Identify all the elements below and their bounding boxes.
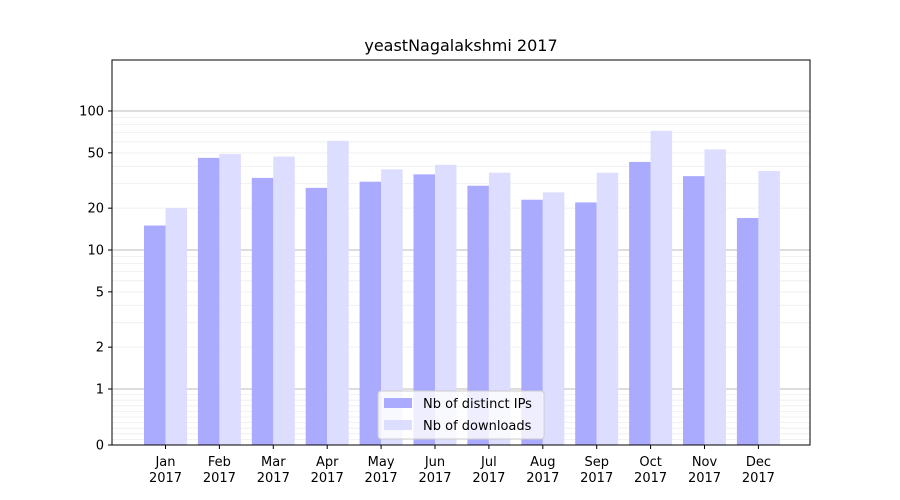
bar-downloads <box>327 140 349 445</box>
x-tick-label-month: Sep <box>584 455 609 470</box>
legend-label-distinct-ips: Nb of distinct IPs <box>423 397 532 412</box>
x-tick-label-month: Feb <box>208 455 231 470</box>
x-tick-label-year: 2017 <box>418 471 451 486</box>
bar-distinct-ips <box>144 225 166 445</box>
x-tick-label-year: 2017 <box>311 471 344 486</box>
x-tick-label-year: 2017 <box>634 471 667 486</box>
chart-title: yeastNagalakshmi 2017 <box>364 36 557 55</box>
bar-distinct-ips <box>305 187 328 445</box>
x-tick-label-year: 2017 <box>472 471 505 486</box>
x-tick-label-year: 2017 <box>742 471 775 486</box>
bars <box>144 130 780 446</box>
x-axis: Jan2017Feb2017Mar2017Apr2017May2017Jun20… <box>149 445 775 486</box>
bar-downloads <box>273 156 295 445</box>
bar-downloads <box>435 164 457 445</box>
y-tick-label: 0 <box>96 439 104 454</box>
x-tick-label-month: Jun <box>424 455 445 470</box>
x-tick-label-month: May <box>368 455 395 470</box>
y-axis: 0 1 2 5 10 20 50 100 <box>79 105 112 454</box>
legend-swatch-distinct-ips <box>384 398 412 408</box>
bar-distinct-ips <box>629 161 651 446</box>
bar-distinct-ips <box>683 176 705 445</box>
x-tick-label-year: 2017 <box>365 471 398 486</box>
x-tick-label-month: Jul <box>480 455 497 470</box>
x-tick-label-year: 2017 <box>257 471 290 486</box>
x-tick-label-year: 2017 <box>203 471 236 486</box>
bar-downloads <box>758 171 780 445</box>
bar-downloads <box>704 149 726 445</box>
legend-label-downloads: Nb of downloads <box>423 419 532 434</box>
bar-downloads <box>650 130 673 445</box>
bar-downloads <box>381 169 403 445</box>
bar-distinct-ips <box>197 157 220 446</box>
x-tick-label-year: 2017 <box>149 471 182 486</box>
y-tick-label: 50 <box>87 146 104 161</box>
bar-distinct-ips <box>575 202 597 445</box>
x-tick-label-year: 2017 <box>526 471 559 486</box>
y-tick-label: 20 <box>87 202 104 217</box>
x-tick-label-month: Oct <box>639 455 661 470</box>
bar-distinct-ips <box>251 177 274 445</box>
x-tick-label-month: Mar <box>261 455 286 470</box>
plot-frame <box>111 59 811 446</box>
legend: Nb of distinct IPs Nb of downloads <box>377 390 545 440</box>
y-tick-label: 5 <box>96 285 104 300</box>
bar-distinct-ips <box>413 174 435 445</box>
x-tick-label-month: Aug <box>530 455 555 470</box>
legend-swatch-downloads <box>384 420 412 430</box>
y-tick-label: 100 <box>79 105 104 120</box>
bar-downloads <box>488 172 511 445</box>
y-tick-label: 2 <box>96 341 104 356</box>
legend-box <box>377 390 545 440</box>
x-tick-label-year: 2017 <box>688 471 721 486</box>
x-tick-label-year: 2017 <box>580 471 613 486</box>
x-tick-label-month: Dec <box>746 455 771 470</box>
bar-downloads <box>596 172 619 445</box>
bar-downloads <box>542 192 565 445</box>
y-tick-label: 1 <box>96 383 104 398</box>
bar-distinct-ips <box>467 185 489 445</box>
bar-distinct-ips <box>521 199 543 445</box>
x-tick-label-month: Apr <box>316 455 339 470</box>
bar-downloads <box>219 154 241 445</box>
bar-distinct-ips <box>359 181 382 445</box>
x-tick-label-month: Jan <box>154 455 175 470</box>
bar-downloads <box>165 208 187 445</box>
bar-distinct-ips <box>736 217 759 445</box>
y-tick-label: 10 <box>87 244 104 259</box>
x-tick-label-month: Nov <box>692 455 718 470</box>
